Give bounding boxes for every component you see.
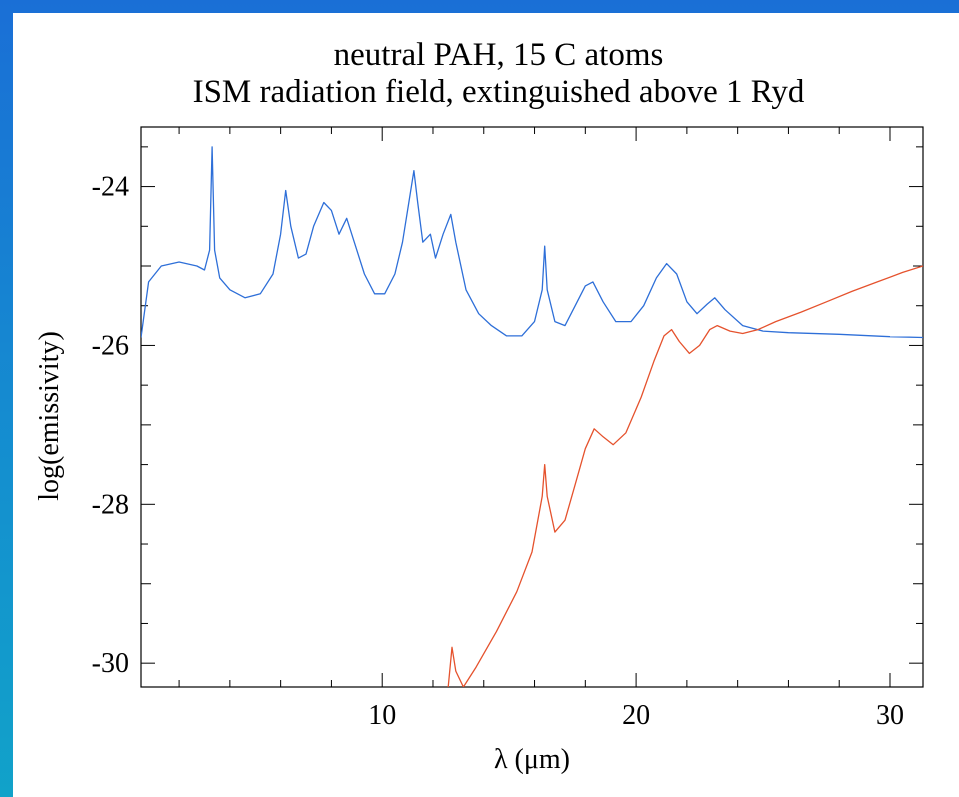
x-tick-label: 30 [876, 700, 904, 731]
chart-subtitle: ISM radiation field, extinguished above … [192, 74, 805, 110]
slide-background [13, 13, 959, 797]
x-axis-label: λ (μm) [494, 744, 570, 775]
y-tick-label: -26 [92, 330, 129, 361]
x-tick-label: 10 [368, 700, 396, 731]
plot-area [140, 126, 924, 688]
y-tick-label: -30 [92, 648, 129, 679]
plot-frame [140, 126, 924, 688]
series-line-2 [447, 265, 923, 687]
y-tick-label: -24 [92, 172, 129, 203]
x-tick-label: 20 [622, 700, 650, 731]
axis-ticks [141, 127, 923, 687]
tick-labels: 10 20 30 -24 -26 -28 -30 [92, 172, 904, 731]
series-lines [141, 146, 923, 687]
chart-title: neutral PAH, 15 C atoms [333, 37, 664, 73]
series-line-1 [141, 146, 923, 339]
y-tick-label: -28 [92, 489, 129, 520]
y-axis-label: log(emissivity) [34, 331, 65, 501]
